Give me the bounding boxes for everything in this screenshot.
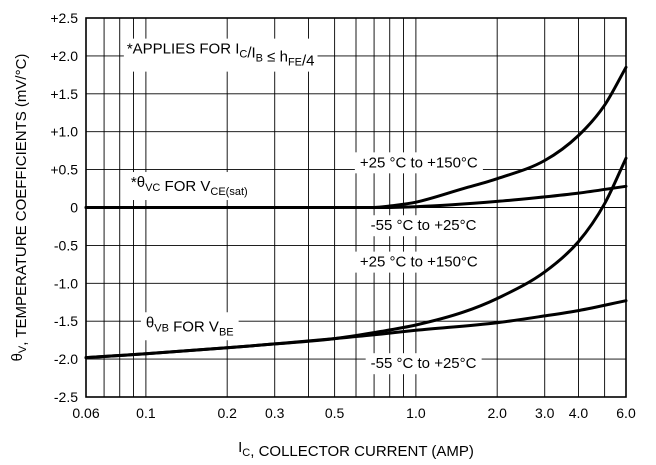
y-axis-title: θV, TEMPERATURE COEFFICIENTS (mV/°C) (9, 54, 30, 362)
annotation-background (123, 38, 318, 72)
curve-vb-low-temp (84, 299, 628, 360)
y-tick-label: +2.5 (50, 10, 78, 26)
annotation-label-upper-vc: +25 °C to +150°C (354, 152, 483, 174)
plot-frame (85, 17, 627, 398)
y-tick-label: -1.5 (54, 313, 78, 329)
annotation-text: +25 °C to +150°C (360, 254, 478, 271)
annotation-label-upper-vb: +25 °C to +150°C (354, 251, 483, 273)
annotation-theta-vc: *θVC FOR VCE(sat) (127, 172, 251, 201)
y-tick-labels: +2.5 +2.0 +1.5 +1.0 +0.5 0 -0.5 -1.0 -1.5 -2.0 -2.… (50, 10, 78, 405)
x-tick-label: 6.0 (616, 405, 636, 421)
curve-layer (84, 65, 628, 360)
annotation-text: +25 °C to +150°C (360, 154, 478, 171)
x-tick-label: 0.2 (217, 405, 237, 421)
x-tick-label: 0.06 (72, 405, 99, 421)
annotation-background (127, 172, 251, 201)
annotation-label-lower-vc: -55 °C to +25°C (365, 215, 482, 237)
annotation-background (354, 251, 483, 273)
x-tick-labels: 0.06 0.1 0.2 0.3 0.5 1.0 2.0 3.0 4.0 6.0 (72, 405, 636, 421)
x-tick-label: 0.3 (265, 405, 285, 421)
annotation-background (354, 152, 483, 174)
annotation-background (140, 312, 239, 341)
x-axis-title: IC, COLLECTOR CURRENT (AMP) (238, 439, 474, 460)
y-tick-label: +1.0 (50, 124, 78, 140)
annotation-label-lower-vb: -55 °C to +25°C (365, 353, 482, 375)
y-tick-label: +2.0 (50, 48, 78, 64)
annotation-text: -55 °C to +25°C (371, 355, 477, 372)
x-tick-label: 1.0 (406, 405, 426, 421)
y-tick-label: -0.5 (54, 237, 78, 253)
annotation-background (365, 353, 482, 375)
annotation-text: θVB FOR VBE (146, 314, 234, 338)
annotation-background (365, 215, 482, 237)
y-tick-label: 0 (70, 200, 78, 216)
annotation-theta-vb: θVB FOR VBE (140, 312, 239, 341)
curve-vc-low-temp (84, 184, 628, 209)
y-tick-label: -2.5 (54, 389, 78, 405)
y-tick-label: +1.5 (50, 86, 78, 102)
annotation-applies: *APPLIES FOR IC/IB ≤ hFE/4 (123, 38, 318, 72)
x-tick-label: 2.0 (487, 405, 507, 421)
y-tick-label: -1.0 (54, 275, 78, 291)
annotation-text: *APPLIES FOR IC/IB ≤ hFE/4 (127, 41, 315, 70)
y-tick-label: -2.0 (54, 351, 78, 367)
annotation-text: -55 °C to +25°C (371, 217, 477, 234)
x-tick-label: 0.5 (325, 405, 345, 421)
annotation-layer: *APPLIES FOR IC/IB ≤ hFE/4 *θVC FOR VCE(s… (123, 38, 483, 375)
y-tick-label: +0.5 (50, 162, 78, 178)
x-tick-label: 3.0 (535, 405, 555, 421)
x-tick-label: 4.0 (569, 405, 589, 421)
x-tick-label: 0.1 (136, 405, 156, 421)
annotation-text: *θVC FOR VCE(sat) (131, 174, 248, 198)
